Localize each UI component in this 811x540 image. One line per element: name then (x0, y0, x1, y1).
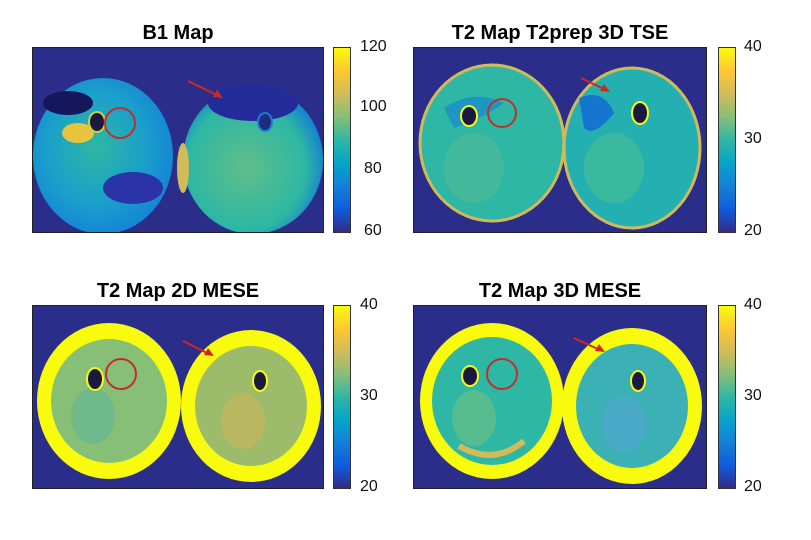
mri-image-t2-2d-mese (32, 305, 324, 489)
colorbar-tick-label: 20 (744, 478, 762, 495)
mri-image-b1 (32, 47, 324, 233)
roi-circle (104, 107, 136, 139)
mri-image-t2-3d-mese (413, 305, 707, 489)
panel-title: B1 Map (142, 22, 214, 44)
colorbar-b1 (333, 47, 351, 233)
colorbar-tick-label: 40 (744, 38, 762, 55)
colorbar-tick-label: 120 (360, 38, 387, 55)
panel-title: T2 Map T2prep 3D TSE (451, 22, 669, 44)
roi-circle (486, 358, 518, 390)
colorbar-t2-tse (718, 47, 736, 233)
colorbar-tick-label: 20 (744, 222, 762, 239)
annotation-arrow (187, 80, 220, 97)
mri-image-t2-tse (413, 47, 707, 233)
colorbar-tick-label: 20 (360, 478, 378, 495)
colorbar-t2-3d-mese (718, 305, 736, 489)
colorbar-tick-label: 40 (744, 296, 762, 313)
colorbar-tick-label: 60 (364, 222, 382, 239)
colorbar-tick-label: 30 (744, 387, 762, 404)
colorbar-tick-label: 30 (360, 387, 378, 404)
roi-circle (105, 358, 137, 390)
right-thigh-section (183, 86, 323, 232)
colorbar-tick-label: 40 (360, 296, 378, 313)
panel-title: T2 Map 2D MESE (96, 280, 260, 302)
panel-title: T2 Map 3D MESE (478, 280, 642, 302)
annotation-arrow (573, 337, 601, 351)
colorbar-t2-2d-mese (333, 305, 351, 489)
colorbar-tick-label: 80 (364, 160, 382, 177)
annotation-arrow (182, 340, 210, 355)
colorbar-tick-label: 30 (744, 130, 762, 147)
colorbar-tick-label: 100 (360, 98, 387, 115)
roi-circle (487, 98, 517, 128)
